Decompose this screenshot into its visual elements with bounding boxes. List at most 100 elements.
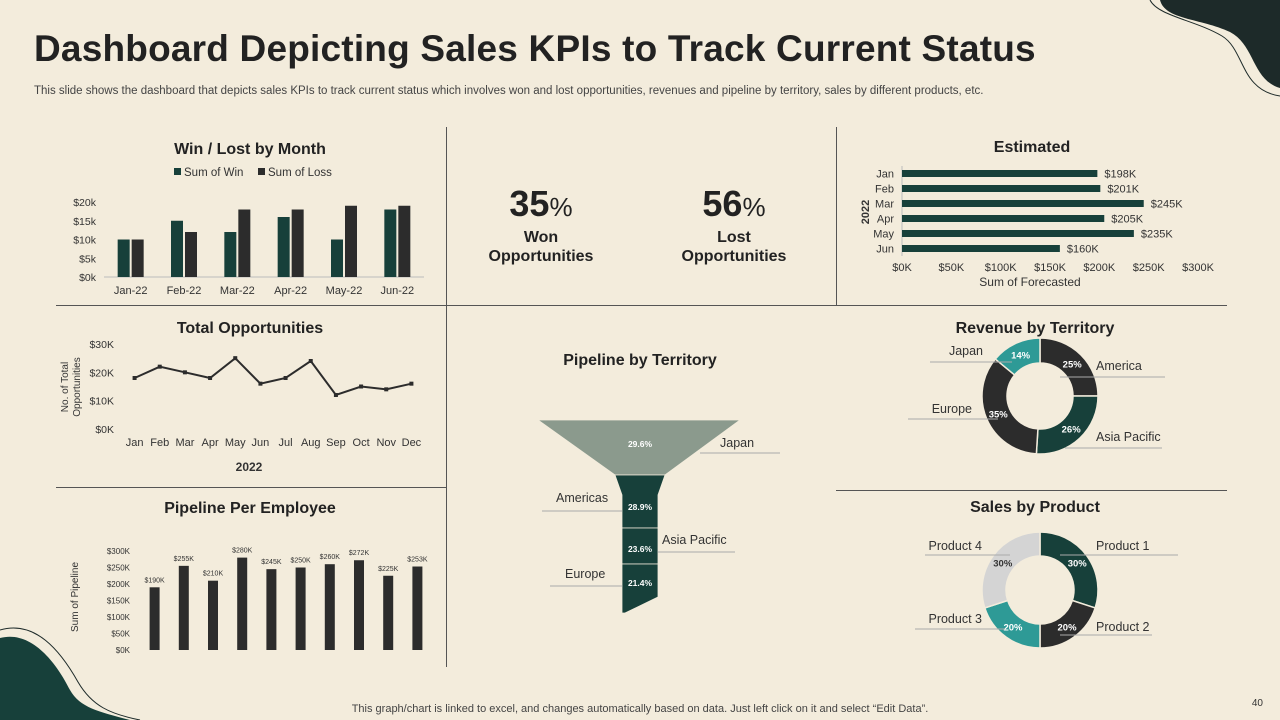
sales-product-chart: 30% 20% 20% 30% Product 1 Product 2 Product 3 P… [915,531,1178,649]
category-label: Europe [932,402,972,416]
page-subtitle: This slide shows the dashboard that depi… [34,85,984,97]
x-tick-label: $250K [1133,262,1165,274]
bar [324,564,335,650]
y-tick-label: Mar [875,199,894,211]
slice-value-label: 35% [989,410,1009,421]
x-tick-label: $0K [892,262,912,274]
divider [56,487,446,488]
x-axis-title: Sum of Forecasted [979,275,1080,289]
data-point [182,370,187,375]
legend-swatch [258,168,265,175]
slice-value-label: 26% [1062,425,1082,436]
funnel-value-label: 29.6% [628,439,653,449]
pipeline-territory-title: Pipeline by Territory [563,352,717,369]
divider [56,305,1227,306]
y-tick-label: $100K [107,613,131,622]
bar [902,230,1134,237]
bar [171,220,183,277]
x-tick-label: Apr-22 [274,285,307,297]
legend-label: Sum of Loss [268,167,332,179]
y-tick-label: $20K [89,367,114,379]
y-tick-label: $0k [79,272,97,284]
value-label: $205K [1111,214,1143,226]
x-tick-label: $50K [938,262,964,274]
bar [131,239,144,277]
won-kpi-value: 35% [509,183,573,224]
y-tick-label: Jan [876,169,894,181]
x-tick-label: Jun-22 [381,285,415,297]
y-tick-label: $0K [116,646,131,655]
data-point [208,376,213,380]
category-label: Product 3 [928,612,982,626]
x-tick-label: Nov [376,437,396,449]
y-axis-title: Sum of Pipeline [70,562,81,632]
bar [291,209,304,277]
bar [224,232,237,277]
category-label: Asia Pacific [662,533,727,547]
bar [384,209,397,277]
funnel-value-label: 21.4% [628,578,653,588]
category-label: Product 2 [1096,620,1150,634]
value-label: $250K [290,558,311,565]
lost-kpi-value: 56% [702,183,766,224]
data-point [283,376,288,380]
x-tick-label: May-22 [326,285,363,297]
bar [902,200,1144,207]
y-axis-title: No. of Total [60,362,71,412]
y-tick-label: May [873,229,894,241]
x-tick-label: Oct [353,437,370,449]
bar [117,239,130,277]
category-label: Americas [556,491,608,505]
y-tick-label: $10K [89,396,114,408]
value-label: $272K [349,550,370,557]
category-label: Asia Pacific [1096,430,1161,444]
pie-slice [981,531,1041,609]
x-tick-label: Aug [301,437,321,449]
estimated-title: Estimated [993,139,1071,156]
y-tick-label: $50K [111,630,130,639]
divider [836,127,837,305]
y-tick-label: $300K [107,547,131,556]
lost-kpi-label: Lost Opportunities [681,229,787,265]
y-tick-label: $0K [95,424,114,436]
divider [446,127,447,667]
revenue-territory-title: Revenue by Territory [955,320,1115,337]
pipeline-employee-title: Pipeline Per Employee [164,500,336,517]
data-point [157,364,162,369]
bar [331,239,343,277]
corner-blob [0,636,130,720]
category-label: Product 1 [1096,539,1150,553]
y-tick-label: $150K [107,597,131,606]
bar [237,557,248,650]
pipeline-territory-chart: 29.6% 28.9% 23.6% 21.4% Japan Americas Asia Pa… [536,419,780,614]
slice-value-label: 25% [1063,359,1083,370]
legend-swatch [174,168,181,175]
x-tick-label: Feb-22 [167,285,202,297]
category-label: Japan [949,344,983,358]
estimated-chart: Jan $198K Feb $201K Mar $245K Apr $205K May $235K… [860,166,1215,289]
value-label: $210K [203,571,224,578]
y-tick-label: Jun [876,244,894,256]
data-point [132,376,137,380]
slice-value-label: 20% [1058,623,1078,634]
y-tick-label: $5k [79,253,97,265]
legend-label: Sum of Win [184,167,243,179]
data-point [409,381,414,386]
category-label: Europe [565,567,605,581]
value-label: $255K [174,556,195,563]
x-tick-label: Apr [202,437,219,449]
x-tick-label: Sep [326,437,346,449]
corner-decoration-bottom-left [0,627,141,720]
pie-slice [1039,531,1099,609]
slice-value-label: 30% [993,558,1013,569]
series-line [134,356,412,397]
corner-outline [1149,0,1280,97]
data-point [233,356,238,361]
bar [398,205,411,277]
bar [208,580,218,650]
win-lost-title: Win / Lost by Month [174,141,326,158]
data-point [359,384,364,389]
x-tick-label: Dec [402,437,422,449]
divider [836,490,1227,491]
value-label: $225K [378,566,399,573]
